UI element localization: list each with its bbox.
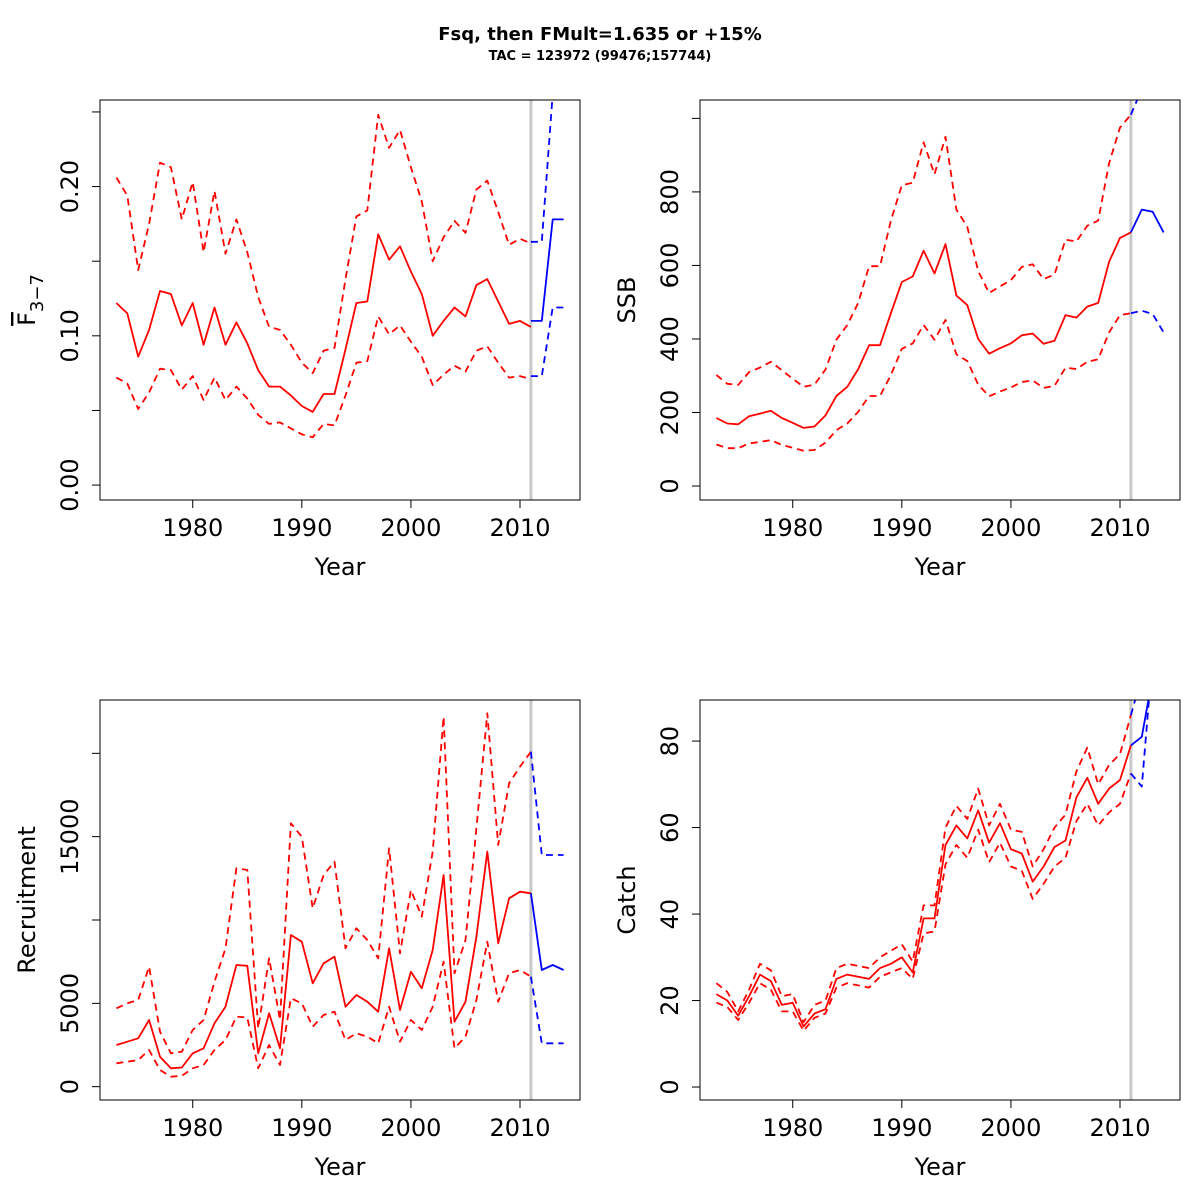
- series-projection-upper: [1130, 100, 1139, 116]
- plot-area: [715, 700, 1150, 1100]
- y-tick-label: 80: [656, 726, 684, 757]
- x-tick-label: 2010: [489, 514, 550, 542]
- plot-frame: [99, 99, 581, 501]
- plot-area: [116, 700, 564, 1100]
- x-tick-label: 1990: [271, 1114, 332, 1142]
- x-tick-label: 1990: [871, 514, 932, 542]
- plot-frame: [99, 699, 581, 1101]
- figure-title: Fsq, then FMult=1.635 or +15%: [438, 24, 761, 45]
- series-projection-upper: [1130, 700, 1137, 716]
- y-tick-label: 800: [656, 169, 684, 215]
- series-historical-upper: [116, 712, 532, 1055]
- y-tick-label: 15000: [56, 798, 84, 874]
- x-tick-label: 1990: [871, 1114, 932, 1142]
- y-tick-label: 60: [656, 812, 684, 843]
- panel-recruitment: 1980 1990 2000 2010 0 5000 15000 Year Recruitmen…: [13, 699, 581, 1181]
- y-axis-label: F3−7: [13, 274, 48, 326]
- x-axis-label: Year: [314, 1153, 366, 1181]
- x-tick-label: 2000: [380, 514, 441, 542]
- x-tick-label: 2010: [1089, 1114, 1150, 1142]
- series-historical: [715, 745, 1132, 1028]
- y-tick-label: 0: [656, 1079, 684, 1094]
- y-tick-label: 600: [656, 243, 684, 289]
- plot-area: [115, 100, 564, 500]
- series-projection: [530, 893, 564, 971]
- x-tick-label: 2010: [489, 1114, 550, 1142]
- x-axis-label: Year: [914, 553, 966, 581]
- y-tick-label: 0.00: [56, 458, 84, 511]
- x-tick-label: 2000: [380, 1114, 441, 1142]
- y-tick-label: 0.20: [56, 160, 84, 213]
- panel-fishing-mortality: 1980 1990 2000 2010 0.00 0.10 0.20 Year F3−7: [13, 99, 581, 581]
- series-historical: [115, 233, 532, 413]
- series-historical-upper: [115, 114, 532, 375]
- series-historical-lower: [716, 312, 1132, 452]
- series-projection-upper: [530, 100, 554, 243]
- x-axis-label: Year: [314, 553, 366, 581]
- series-projection: [530, 218, 564, 322]
- series-historical-upper: [715, 114, 1132, 388]
- x-tick-label: 1980: [762, 514, 823, 542]
- y-tick-label: 0.10: [56, 309, 84, 362]
- series-projection-lower: [1130, 309, 1165, 333]
- plot-frame: [699, 699, 1181, 1101]
- series-historical: [116, 850, 532, 1070]
- x-axis-label: Year: [914, 1153, 966, 1181]
- series-projection: [1130, 208, 1165, 233]
- series-projection-lower: [530, 976, 564, 1045]
- x-tick-label: 2010: [1089, 514, 1150, 542]
- series-historical: [715, 231, 1132, 429]
- y-tick-label: 40: [656, 899, 684, 930]
- series-historical-lower: [115, 315, 532, 439]
- y-axis-label: Recruitment: [13, 826, 41, 973]
- plot-frame: [699, 99, 1181, 501]
- panel-ssb: 1980 1990 2000 2010 0 200 400 600 800 Year SSB: [613, 99, 1181, 581]
- x-tick-label: 1990: [271, 514, 332, 542]
- y-tick-label: 400: [656, 316, 684, 362]
- y-tick-label: 5000: [56, 973, 84, 1034]
- y-axis-label: SSB: [613, 277, 641, 324]
- series-historical-upper: [715, 714, 1132, 1024]
- x-tick-label: 1980: [162, 1114, 223, 1142]
- series-projection-lower: [530, 306, 564, 378]
- series-projection-lower: [1130, 700, 1150, 788]
- y-tick-label: 20: [656, 985, 684, 1016]
- plot-area: [715, 100, 1165, 500]
- series-projection: [1130, 700, 1150, 747]
- series-historical-lower: [716, 773, 1132, 1032]
- x-tick-label: 1980: [762, 1114, 823, 1142]
- panel-catch: 1980 1990 2000 2010 0 20 40 60 80 Year Catch: [613, 699, 1181, 1181]
- x-tick-label: 1980: [162, 514, 223, 542]
- figure-subtitle: TAC = 123972 (99476;157744): [489, 49, 712, 64]
- series-historical-lower: [116, 940, 532, 1078]
- y-axis-label: Catch: [613, 865, 641, 934]
- x-tick-label: 2000: [980, 514, 1041, 542]
- series-projection-upper: [530, 751, 564, 856]
- y-tick-label: 0: [656, 478, 684, 493]
- y-tick-label: 200: [656, 390, 684, 436]
- x-tick-label: 2000: [980, 1114, 1041, 1142]
- y-tick-label: 0: [56, 1079, 84, 1094]
